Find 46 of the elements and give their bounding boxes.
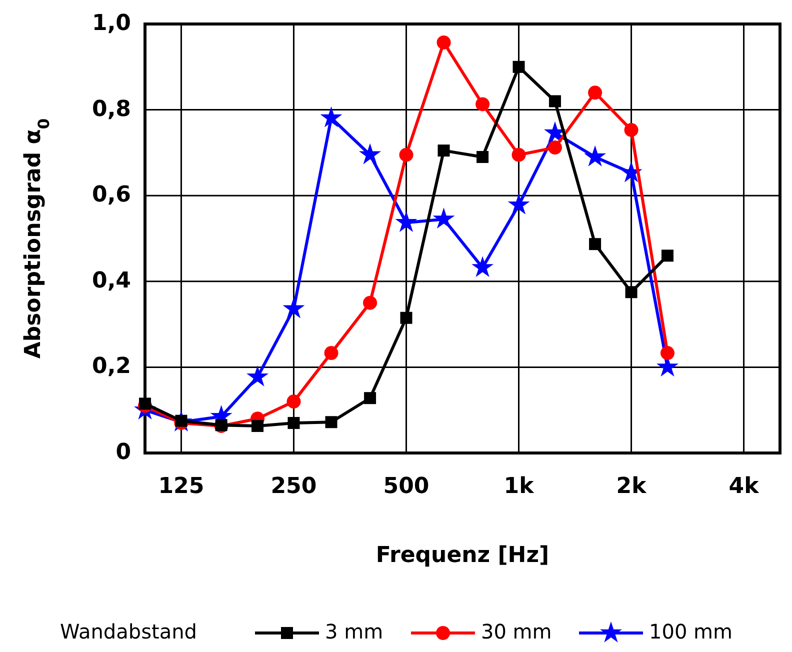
x-tick-label: 1k (504, 474, 536, 499)
point (282, 297, 305, 318)
legend-title: Wandabstand (60, 619, 197, 644)
point (363, 296, 378, 310)
point (548, 95, 561, 108)
point (625, 286, 638, 298)
x-tick-label: 4k (728, 474, 760, 499)
point (660, 346, 674, 360)
point (512, 60, 525, 73)
point (246, 366, 269, 386)
x-tick-label: 250 (270, 474, 317, 499)
point (624, 122, 638, 137)
point (364, 392, 376, 404)
point (325, 416, 338, 428)
y-tick-label: 0,6 (92, 182, 131, 208)
point (320, 106, 342, 128)
point (661, 250, 674, 262)
legend-label: 100 mm (649, 619, 732, 644)
point (512, 148, 526, 162)
point (620, 161, 642, 182)
y-tick-label: 0 (116, 440, 131, 466)
point (399, 148, 414, 162)
y-tick-label: 0,4 (92, 268, 131, 294)
point (288, 416, 300, 429)
point (508, 193, 530, 214)
point (286, 394, 301, 409)
point (395, 211, 418, 232)
y-tick-label: 0,2 (92, 354, 131, 380)
point (139, 398, 151, 410)
y-tick-label: 0,8 (92, 96, 131, 122)
x-tick-label: 500 (383, 474, 430, 499)
y-tick-label: 1,0 (92, 11, 131, 36)
point (252, 420, 264, 432)
point (544, 121, 566, 142)
x-tick-label: 125 (158, 474, 204, 499)
point (438, 144, 450, 157)
legend-label: 3 mm (325, 619, 384, 644)
point (432, 208, 455, 229)
point (324, 346, 338, 360)
point (436, 35, 451, 50)
point (548, 140, 562, 155)
point (359, 143, 382, 164)
x-tick-label: 2k (616, 474, 648, 499)
point (400, 312, 412, 324)
legend-label: 30 mm (481, 619, 552, 644)
x-axis-title: Frequenz [Hz] (376, 543, 550, 568)
